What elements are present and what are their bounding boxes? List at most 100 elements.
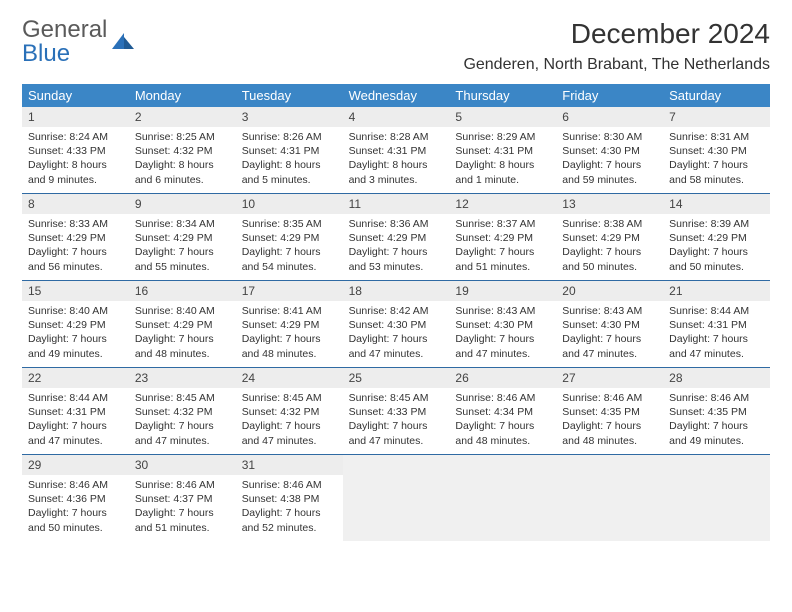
day-info: Sunrise: 8:31 AMSunset: 4:30 PMDaylight:…: [663, 127, 770, 192]
day-sunrise: Sunrise: 8:45 AM: [349, 391, 444, 405]
location-text: Genderen, North Brabant, The Netherlands: [463, 56, 770, 74]
day-cell: 5Sunrise: 8:29 AMSunset: 4:31 PMDaylight…: [449, 107, 556, 193]
day-sunrise: Sunrise: 8:29 AM: [455, 130, 550, 144]
day-sunrise: Sunrise: 8:33 AM: [28, 217, 123, 231]
day-cell: 18Sunrise: 8:42 AMSunset: 4:30 PMDayligh…: [343, 281, 450, 367]
day-sunrise: Sunrise: 8:41 AM: [242, 304, 337, 318]
day-sunrise: Sunrise: 8:40 AM: [28, 304, 123, 318]
day-sunrise: Sunrise: 8:46 AM: [242, 478, 337, 492]
day-dl1: Daylight: 8 hours: [135, 158, 230, 172]
day-dl2: and 48 minutes.: [562, 434, 657, 448]
day-sunrise: Sunrise: 8:44 AM: [669, 304, 764, 318]
week-row: 15Sunrise: 8:40 AMSunset: 4:29 PMDayligh…: [22, 281, 770, 368]
day-dl1: Daylight: 7 hours: [349, 419, 444, 433]
brand-part1: General: [22, 16, 107, 43]
day-header-tue: Tuesday: [236, 84, 343, 107]
day-dl1: Daylight: 7 hours: [28, 245, 123, 259]
day-info: Sunrise: 8:36 AMSunset: 4:29 PMDaylight:…: [343, 214, 450, 279]
day-cell: 4Sunrise: 8:28 AMSunset: 4:31 PMDaylight…: [343, 107, 450, 193]
day-info: Sunrise: 8:39 AMSunset: 4:29 PMDaylight:…: [663, 214, 770, 279]
day-dl2: and 47 minutes.: [349, 434, 444, 448]
day-info: Sunrise: 8:26 AMSunset: 4:31 PMDaylight:…: [236, 127, 343, 192]
day-cell: 11Sunrise: 8:36 AMSunset: 4:29 PMDayligh…: [343, 194, 450, 280]
day-sunrise: Sunrise: 8:43 AM: [455, 304, 550, 318]
day-sunrise: Sunrise: 8:44 AM: [28, 391, 123, 405]
day-cell: [449, 455, 556, 541]
day-sunrise: Sunrise: 8:45 AM: [135, 391, 230, 405]
day-dl2: and 58 minutes.: [669, 173, 764, 187]
day-dl2: and 54 minutes.: [242, 260, 337, 274]
day-sunrise: Sunrise: 8:46 AM: [135, 478, 230, 492]
day-cell: 23Sunrise: 8:45 AMSunset: 4:32 PMDayligh…: [129, 368, 236, 454]
day-dl1: Daylight: 7 hours: [455, 332, 550, 346]
day-dl1: Daylight: 7 hours: [349, 332, 444, 346]
day-sunset: Sunset: 4:32 PM: [135, 405, 230, 419]
day-cell: 25Sunrise: 8:45 AMSunset: 4:33 PMDayligh…: [343, 368, 450, 454]
day-dl1: Daylight: 7 hours: [242, 419, 337, 433]
day-dl2: and 47 minutes.: [669, 347, 764, 361]
day-cell: 17Sunrise: 8:41 AMSunset: 4:29 PMDayligh…: [236, 281, 343, 367]
day-sunset: Sunset: 4:34 PM: [455, 405, 550, 419]
day-sunrise: Sunrise: 8:38 AM: [562, 217, 657, 231]
day-dl1: Daylight: 7 hours: [562, 419, 657, 433]
day-info: Sunrise: 8:46 AMSunset: 4:38 PMDaylight:…: [236, 475, 343, 540]
day-dl2: and 48 minutes.: [135, 347, 230, 361]
day-info: Sunrise: 8:33 AMSunset: 4:29 PMDaylight:…: [22, 214, 129, 279]
day-dl2: and 50 minutes.: [562, 260, 657, 274]
day-sunset: Sunset: 4:29 PM: [242, 318, 337, 332]
day-info: Sunrise: 8:46 AMSunset: 4:36 PMDaylight:…: [22, 475, 129, 540]
day-sunset: Sunset: 4:35 PM: [669, 405, 764, 419]
day-sunrise: Sunrise: 8:37 AM: [455, 217, 550, 231]
day-dl1: Daylight: 7 hours: [242, 506, 337, 520]
day-dl2: and 47 minutes.: [135, 434, 230, 448]
day-dl2: and 50 minutes.: [669, 260, 764, 274]
day-dl2: and 52 minutes.: [242, 521, 337, 535]
day-dl2: and 49 minutes.: [669, 434, 764, 448]
day-number: 26: [449, 368, 556, 388]
day-dl1: Daylight: 7 hours: [242, 245, 337, 259]
day-sunset: Sunset: 4:29 PM: [28, 231, 123, 245]
day-sunset: Sunset: 4:29 PM: [562, 231, 657, 245]
day-number: 24: [236, 368, 343, 388]
title-block: December 2024 Genderen, North Brabant, T…: [463, 18, 770, 74]
day-info: Sunrise: 8:44 AMSunset: 4:31 PMDaylight:…: [663, 301, 770, 366]
day-info: Sunrise: 8:42 AMSunset: 4:30 PMDaylight:…: [343, 301, 450, 366]
day-cell: 29Sunrise: 8:46 AMSunset: 4:36 PMDayligh…: [22, 455, 129, 541]
day-sunrise: Sunrise: 8:34 AM: [135, 217, 230, 231]
day-sunset: Sunset: 4:30 PM: [455, 318, 550, 332]
day-cell: 24Sunrise: 8:45 AMSunset: 4:32 PMDayligh…: [236, 368, 343, 454]
day-info: Sunrise: 8:46 AMSunset: 4:34 PMDaylight:…: [449, 388, 556, 453]
day-number: 30: [129, 455, 236, 475]
day-cell: [663, 455, 770, 541]
day-dl2: and 50 minutes.: [28, 521, 123, 535]
day-sunrise: Sunrise: 8:46 AM: [669, 391, 764, 405]
day-sunset: Sunset: 4:38 PM: [242, 492, 337, 506]
day-number: 17: [236, 281, 343, 301]
day-info: Sunrise: 8:28 AMSunset: 4:31 PMDaylight:…: [343, 127, 450, 192]
day-cell: [556, 455, 663, 541]
day-dl1: Daylight: 7 hours: [28, 506, 123, 520]
day-number: 20: [556, 281, 663, 301]
day-number: 19: [449, 281, 556, 301]
day-dl1: Daylight: 8 hours: [455, 158, 550, 172]
day-header-wed: Wednesday: [343, 84, 450, 107]
day-sunrise: Sunrise: 8:26 AM: [242, 130, 337, 144]
brand-part2: Blue: [22, 40, 70, 67]
day-sunrise: Sunrise: 8:36 AM: [349, 217, 444, 231]
day-sunset: Sunset: 4:31 PM: [455, 144, 550, 158]
day-cell: 31Sunrise: 8:46 AMSunset: 4:38 PMDayligh…: [236, 455, 343, 541]
day-dl2: and 9 minutes.: [28, 173, 123, 187]
day-cell: 8Sunrise: 8:33 AMSunset: 4:29 PMDaylight…: [22, 194, 129, 280]
day-cell: 20Sunrise: 8:43 AMSunset: 4:30 PMDayligh…: [556, 281, 663, 367]
day-info: Sunrise: 8:46 AMSunset: 4:35 PMDaylight:…: [556, 388, 663, 453]
day-dl2: and 5 minutes.: [242, 173, 337, 187]
day-dl2: and 56 minutes.: [28, 260, 123, 274]
day-dl1: Daylight: 7 hours: [562, 332, 657, 346]
day-sunrise: Sunrise: 8:28 AM: [349, 130, 444, 144]
day-number: 12: [449, 194, 556, 214]
day-dl1: Daylight: 7 hours: [562, 158, 657, 172]
day-header-mon: Monday: [129, 84, 236, 107]
day-number: 11: [343, 194, 450, 214]
day-dl2: and 47 minutes.: [455, 347, 550, 361]
day-info: Sunrise: 8:41 AMSunset: 4:29 PMDaylight:…: [236, 301, 343, 366]
